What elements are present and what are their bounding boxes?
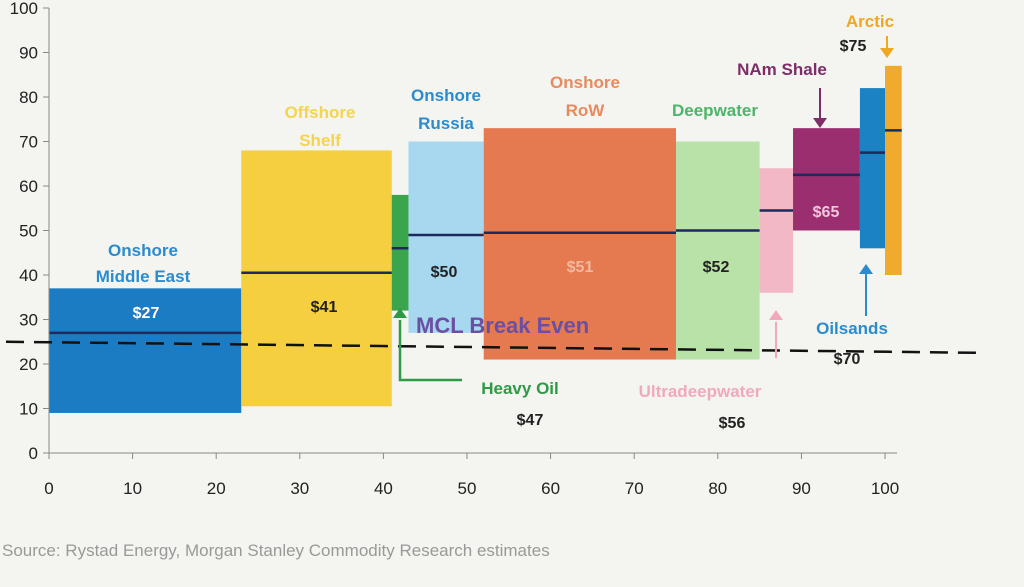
x-tick-label: 50 [458,479,477,498]
segment-label: Ultradeepwater [639,382,762,401]
y-tick-label: 10 [19,400,38,419]
bar-onshore-russia [408,141,484,333]
x-tick-label: 0 [44,479,53,498]
bar-arctic [885,65,902,275]
oilsands-arrow-head [859,264,873,274]
x-tick-label: 80 [708,479,727,498]
cost-label: $52 [703,259,730,276]
bar-ultradeepwater [759,168,794,293]
bar-heavy-oil [391,194,409,311]
y-tick-label: 50 [19,222,38,241]
y-tick-label: 90 [19,44,38,63]
segment-label: Middle East [96,267,191,286]
segment-label: RoW [566,101,606,120]
y-tick-label: 80 [19,88,38,107]
y-tick-label: 60 [19,177,38,196]
cost-label: $47 [517,412,544,429]
y-tick-label: 0 [29,444,38,463]
bar-onshore-middle-east [49,288,242,413]
arctic-arrow-head [880,48,894,58]
segment-label: Heavy Oil [481,379,559,398]
cost-label: $27 [133,305,160,322]
y-tick-label: 40 [19,266,38,285]
heavy-oil-arrow-shaft [398,320,462,382]
segment-label: Onshore [108,241,178,260]
segment-label: Russia [418,114,474,133]
y-tick-label: 70 [19,133,38,152]
x-tick-label: 60 [541,479,560,498]
segment-label: Arctic [846,12,894,31]
nam-shale-arrow-head [813,118,827,128]
ultradeepwater-arrow-head [769,310,783,320]
bar-deepwater [676,141,760,360]
x-tick-label: 20 [207,479,226,498]
cost-label: $51 [567,259,594,276]
segment-label: Offshore [285,103,356,122]
mcl-break-even-label: MCL Break Even [416,313,589,338]
x-tick-label: 10 [123,479,142,498]
segment-label: Onshore [550,73,620,92]
x-tick-label: 100 [871,479,899,498]
mcl-break-even-line [5,340,986,355]
segment-label: Shelf [299,131,341,150]
segment-label: Onshore [411,86,481,105]
x-tick-label: 40 [374,479,393,498]
bar-nam-shale [793,128,860,231]
segment-label: Oilsands [816,319,888,338]
cost-label: $41 [311,299,338,316]
heavy-oil-arrow-head [393,308,407,318]
source-note: Source: Rystad Energy, Morgan Stanley Co… [2,541,550,560]
cost-label: $75 [840,38,867,55]
cost-label: $65 [813,204,840,221]
x-tick-label: 90 [792,479,811,498]
x-tick-label: 70 [625,479,644,498]
y-tick-label: 20 [19,355,38,374]
bar-onshore-row [483,128,676,360]
cost-label: $56 [719,415,746,432]
segment-label: NAm Shale [737,60,827,79]
bar-oilsands [859,88,885,249]
cost-label: $50 [431,264,458,281]
x-tick-label: 30 [290,479,309,498]
segment-label: Deepwater [672,101,758,120]
y-tick-label: 100 [10,0,38,18]
y-tick-label: 30 [19,311,38,330]
bar-offshore-shelf [241,150,392,407]
cost-label: $70 [834,351,861,368]
